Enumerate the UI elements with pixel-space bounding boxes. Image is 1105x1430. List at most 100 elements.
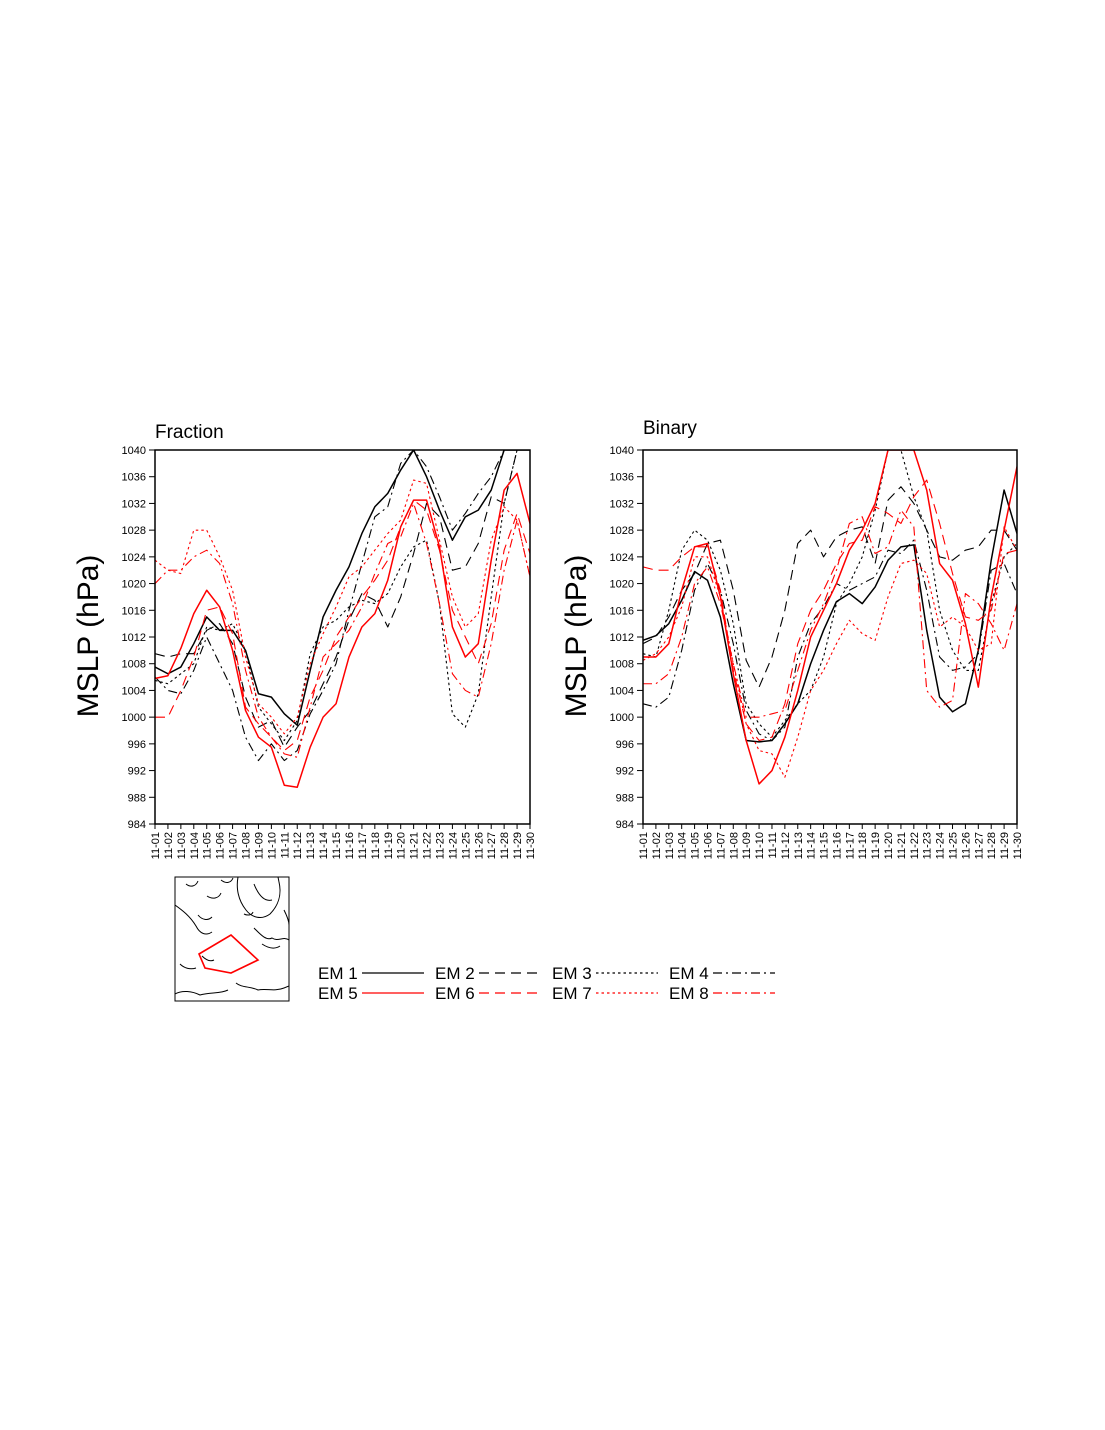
x-tick-label: 11-05 — [690, 832, 702, 859]
x-tick-label: 11-27 — [973, 832, 985, 859]
y-ticks: 984 988 992 996 1000 1004 1008 1012 1016 1020 1024… — [122, 445, 155, 831]
x-tick-label: 11-08 — [728, 832, 740, 859]
legend: EM 1 EM 2 EM 3 EM 4 EM 5 EM 6 EM 7 EM 8 — [318, 964, 775, 1003]
y-tick-label: 992 — [616, 766, 634, 778]
y-tick-label: 988 — [128, 792, 146, 804]
region-outline — [197, 934, 260, 974]
x-tick-label: 11-17 — [357, 832, 369, 859]
coastline-islands — [185, 877, 234, 899]
legend-item-em7: EM 7 — [552, 984, 658, 1003]
x-tick-label: 11-24 — [935, 832, 947, 859]
x-tick-label: 11-25 — [460, 832, 472, 859]
legend-item-em3: EM 3 — [552, 964, 658, 983]
x-tick-label: 11-09 — [741, 832, 753, 859]
coastline-scandinavia — [253, 909, 289, 949]
x-tick-label: 11-30 — [525, 832, 537, 859]
y-tick-label: 1004 — [122, 685, 146, 697]
y-tick-label: 988 — [616, 792, 634, 804]
y-tick-label: 1036 — [122, 472, 146, 484]
y-tick-label: 1032 — [122, 498, 146, 510]
y-tick-label: 1008 — [610, 659, 634, 671]
legend-item-em5: EM 5 — [318, 984, 424, 1003]
chart-title: Binary — [643, 418, 697, 439]
x-tick-label: 11-01 — [638, 832, 650, 859]
y-tick-label: 1040 — [122, 445, 146, 457]
chart-panel-fraction: Fraction MSLP (hPa) 984 988 992 996 1000 1004… — [72, 422, 537, 859]
x-tick-label: 11-20 — [396, 832, 408, 859]
x-tick-label: 11-13 — [793, 832, 805, 859]
coastline-greenland — [236, 877, 281, 918]
x-tick-label: 11-17 — [844, 832, 856, 859]
series-line-em8 — [643, 509, 1017, 718]
y-tick-label: 996 — [616, 739, 634, 751]
x-tick-label: 11-23 — [434, 832, 446, 859]
x-tick-label: 11-06 — [215, 832, 227, 859]
y-tick-label: 1000 — [610, 712, 634, 724]
legend-label: EM 8 — [669, 984, 709, 1003]
x-tick-label: 11-10 — [266, 832, 278, 859]
y-tick-label: 1020 — [122, 579, 146, 591]
series-line-em2 — [643, 486, 1017, 688]
x-tick-label: 11-28 — [986, 832, 998, 859]
x-tick-label: 11-08 — [241, 832, 253, 859]
x-tick-label: 11-18 — [370, 832, 382, 859]
y-tick-label: 1024 — [122, 552, 146, 564]
coastline-greenland-inner — [253, 883, 273, 901]
x-tick-label: 11-14 — [318, 832, 330, 859]
x-tick-label: 11-15 — [819, 832, 831, 859]
series-line-em6 — [155, 499, 530, 752]
inset-map — [174, 876, 290, 1002]
legend-item-em4: EM 4 — [669, 964, 775, 983]
y-tick-label: 1028 — [610, 525, 634, 537]
chart-title: Fraction — [155, 422, 224, 443]
coastline-iceland — [243, 911, 254, 916]
x-tick-label: 11-02 — [651, 832, 663, 859]
legend-label: EM 7 — [552, 984, 592, 1003]
legend-label: EM 4 — [669, 964, 709, 983]
x-tick-label: 11-07 — [715, 832, 727, 859]
x-tick-label: 11-14 — [806, 832, 818, 859]
x-tick-label: 11-13 — [305, 832, 317, 859]
x-tick-label: 11-24 — [447, 832, 459, 859]
y-tick-label: 984 — [128, 819, 146, 831]
y-tick-label: 1020 — [610, 579, 634, 591]
y-tick-label: 1040 — [610, 445, 634, 457]
series-line-em5 — [155, 472, 530, 789]
y-axis-label: MSLP (hPa) — [72, 555, 105, 718]
legend-label: EM 1 — [318, 964, 358, 983]
series-line-em8 — [155, 502, 530, 758]
x-tick-label: 11-11 — [279, 832, 291, 859]
x-tick-label: 11-23 — [922, 832, 934, 859]
y-tick-label: 996 — [128, 739, 146, 751]
legend-item-em8: EM 8 — [669, 984, 775, 1003]
y-tick-label: 1016 — [610, 605, 634, 617]
series-line-em1 — [155, 450, 530, 726]
x-tick-label: 11-12 — [780, 832, 792, 859]
x-tick-label: 11-29 — [999, 832, 1011, 859]
y-tick-label: 984 — [616, 819, 634, 831]
x-tick-label: 11-19 — [383, 832, 395, 859]
x-tick-label: 11-12 — [292, 832, 304, 859]
x-tick-label: 11-04 — [189, 832, 201, 859]
y-tick-label: 1024 — [610, 552, 634, 564]
chart-panel-binary: Binary MSLP (hPa) 984 988 992 996 1000 1004 10… — [560, 418, 1024, 859]
series-line-em7 — [643, 526, 1017, 778]
x-tick-label: 11-20 — [883, 832, 895, 859]
x-tick-label: 11-18 — [857, 832, 869, 859]
series-line-em1 — [643, 489, 1017, 743]
x-tick-label: 11-02 — [163, 832, 175, 859]
legend-item-em1: EM 1 — [318, 964, 424, 983]
y-tick-label: 1008 — [122, 659, 146, 671]
x-tick-label: 11-29 — [512, 832, 524, 859]
x-tick-label: 11-11 — [767, 832, 779, 859]
y-axis-label: MSLP (hPa) — [560, 555, 593, 718]
x-tick-label: 11-03 — [176, 832, 188, 859]
series-layer — [643, 450, 1017, 785]
legend-label: EM 2 — [435, 964, 475, 983]
legend-label: EM 6 — [435, 984, 475, 1003]
x-tick-label: 11-26 — [473, 832, 485, 859]
y-tick-label: 1012 — [122, 632, 146, 644]
x-ticks: 11-01 11-02 11-03 11-04 11-05 11-06 11-07 11-08… — [150, 824, 537, 859]
x-tick-label: 11-22 — [909, 832, 921, 859]
